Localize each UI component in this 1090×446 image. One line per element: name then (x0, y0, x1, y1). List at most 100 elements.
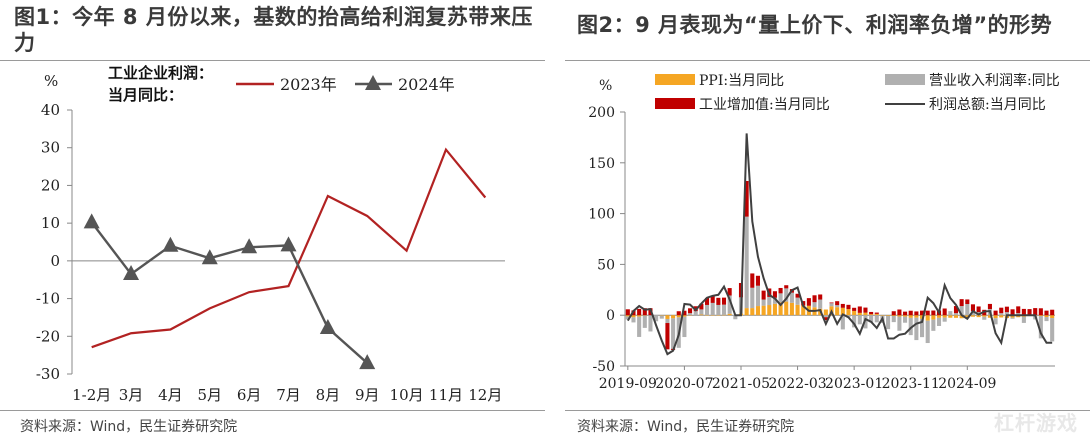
left-line-chart: -30 -20 -10 0 10 20 30 40% 1-2月 3月 4月 5月 6月 7月 8月 9月 10月… (36, 64, 505, 402)
bar-ppi (886, 315, 891, 316)
bar-ind (999, 307, 1004, 314)
left-x-tick-label: 8月 (316, 386, 341, 402)
left-legend-title-line1: 工业企业利润： (108, 64, 213, 82)
bar-margin (852, 315, 857, 328)
bar-ind (755, 275, 760, 286)
bar-margin (920, 318, 925, 338)
bar-ppi (852, 310, 857, 316)
bar-ppi (699, 314, 704, 316)
right-y-tick-label: 200 (588, 105, 615, 121)
bar-margin (721, 304, 727, 315)
bar-margin (710, 302, 715, 316)
bar-ind (1021, 308, 1026, 316)
bar-margin (1050, 318, 1055, 342)
right-chart-title: 图2：9 月表现为“量上价下、利润率负增”的形势 (577, 13, 1053, 37)
bar-margin (789, 292, 794, 303)
left-x-tick-label: 10月 (390, 386, 424, 402)
right-x-tick-label: 2020-07 (655, 376, 713, 392)
bar-ind (987, 303, 992, 310)
bar-ind (846, 304, 851, 310)
bar-ppi (953, 315, 959, 318)
bar-ind (795, 293, 800, 298)
bar-ind (1038, 308, 1043, 316)
series-2024-marker (280, 236, 297, 252)
bar-margin (835, 305, 840, 308)
bar-ppi (857, 312, 862, 316)
bar-ind (806, 298, 811, 306)
bar-ind (920, 310, 925, 316)
series-2023-line (91, 147, 487, 349)
bar-ppi (891, 315, 896, 317)
left-x-tick-label: 7月 (276, 386, 301, 402)
bar-ppi (710, 315, 715, 316)
left-x-tick-label: 1-2月 (72, 386, 111, 402)
bar-ind (1033, 308, 1038, 316)
bar-ind (812, 295, 817, 303)
bar-ppi (727, 313, 732, 316)
bar-ppi (716, 315, 721, 316)
bar-ppi (1016, 315, 1021, 318)
bar-ind (761, 290, 766, 300)
bar-ind (642, 308, 647, 316)
legend-margin-swatch (885, 74, 925, 85)
bar-ppi (744, 308, 749, 316)
bar-margin (699, 309, 704, 315)
legend-2024-marker (365, 75, 381, 90)
bar-ppi (676, 315, 681, 318)
bar-margin (659, 315, 664, 319)
bar-ind (750, 273, 755, 288)
bar-ind (1004, 306, 1009, 313)
right-y-axis-label: % (599, 78, 612, 94)
right-x-tick-label: 2019-09 (599, 376, 657, 392)
left-x-tick-label: 11月 (429, 386, 463, 402)
left-chart-title: 图1：今年 8 月份以来，基数的抬高给利润复苏带来压力 (14, 5, 533, 55)
right-source-note: 资料来源：Wind，民生证券研究院 (577, 419, 795, 435)
bar-ind (874, 312, 879, 314)
bar-margin (688, 313, 693, 316)
bar-ppi (846, 309, 851, 316)
bar-margin (637, 316, 642, 337)
bar-ppi (936, 315, 942, 318)
bar-ind (840, 303, 845, 308)
bar-ind (914, 311, 919, 316)
bar-ppi (761, 305, 766, 316)
bar-margin (671, 318, 676, 349)
bar-ppi (869, 314, 874, 316)
bar-margin (903, 316, 908, 323)
bar-margin (693, 311, 698, 316)
bar-margin (642, 315, 647, 328)
bar-margin (750, 287, 755, 309)
bar-ind (688, 308, 693, 314)
left-legend-title-line2: 当月同比： (108, 86, 183, 104)
bar-ind (965, 299, 970, 305)
bar-ind (835, 301, 840, 306)
bar-margin (705, 304, 710, 316)
bar-ppi (982, 315, 987, 317)
bar-ppi (903, 315, 908, 317)
bar-ppi (976, 315, 981, 318)
bar-margin (970, 311, 975, 316)
bar-margin (1004, 312, 1009, 316)
bar-ppi (705, 315, 710, 316)
legend-profit-label: 利润总额:当月同比 (929, 97, 1046, 113)
bar-ind (1050, 309, 1055, 316)
bar-margin (755, 285, 760, 307)
bar-margin (812, 302, 817, 308)
bar-margin (999, 313, 1004, 316)
bar-ppi (1050, 315, 1055, 319)
bar-margin (784, 288, 789, 302)
bar-margin (1021, 316, 1026, 323)
left-x-tick-label: 12月 (468, 386, 502, 402)
right-y-tick-label: -50 (592, 359, 615, 375)
profit-total-line (626, 133, 1053, 356)
bar-ppi (801, 305, 806, 316)
bar-ind (705, 297, 710, 305)
bar-ind (857, 306, 862, 313)
bar-ppi (755, 306, 760, 316)
bar-ind (993, 310, 998, 316)
bar-ppi (999, 315, 1004, 318)
bar-margin (716, 304, 721, 316)
bar-ppi (959, 315, 964, 319)
left-panel: 图1：今年 8 月份以来，基数的抬高给利润复苏带来压力 -30 -20 -10 0 10… (0, 5, 545, 435)
right-panel: 图2：9 月表现为“量上价下、利润率负增”的形势 -50 0 50 100 150 200… (565, 0, 1090, 446)
